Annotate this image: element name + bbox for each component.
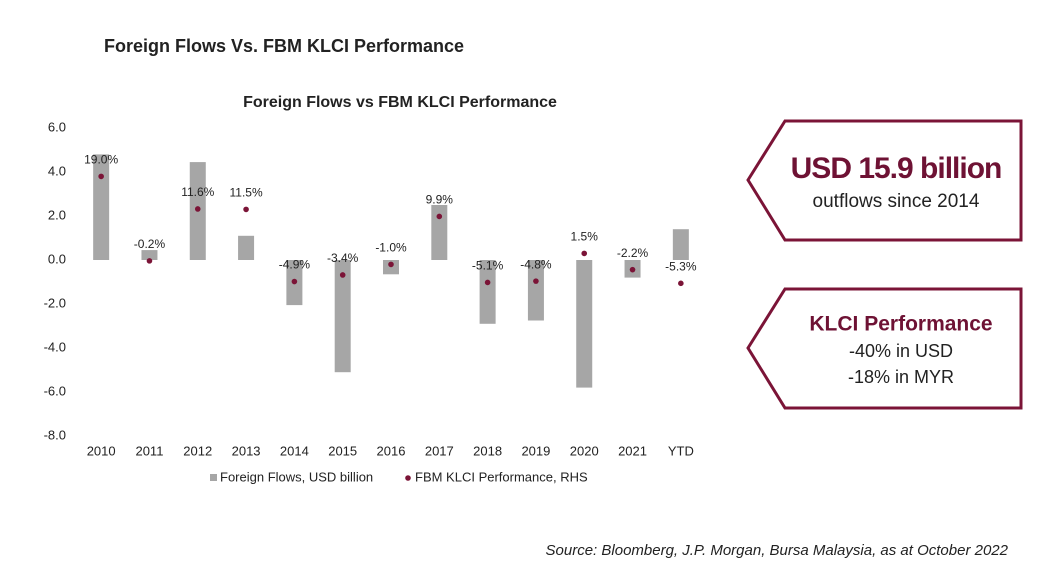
value-label: -5.3% — [665, 259, 697, 273]
dot — [581, 250, 588, 257]
value-label: -0.2% — [134, 237, 166, 251]
x-tick-label: 2010 — [87, 443, 116, 458]
value-label: 1.5% — [571, 230, 599, 244]
bar — [334, 260, 351, 373]
y-tick-label: 6.0 — [48, 119, 66, 134]
bar — [672, 229, 689, 260]
callout-line: -18% in MYR — [848, 367, 954, 387]
x-tick-label: 2018 — [473, 443, 502, 458]
bar — [431, 205, 448, 260]
y-tick-label: -6.0 — [44, 383, 66, 398]
x-tick-label: 2021 — [618, 443, 647, 458]
x-tick-label: 2011 — [135, 443, 163, 458]
bar — [479, 260, 496, 324]
x-tick-label: 2015 — [328, 443, 357, 458]
x-tick-label: 2017 — [425, 443, 454, 458]
dot — [533, 278, 539, 284]
legend-swatch — [405, 475, 411, 481]
dot — [194, 206, 201, 212]
chart-title: Foreign Flows vs FBM KLCI Performance — [243, 94, 557, 111]
value-label: -4.8% — [520, 257, 552, 271]
dot — [339, 272, 346, 278]
value-label: -4.9% — [279, 258, 311, 272]
legend-label: Foreign Flows, USD billion — [220, 469, 373, 484]
dot — [678, 280, 684, 287]
x-tick-label: 2013 — [232, 443, 261, 458]
dot — [146, 258, 153, 264]
value-label: -3.4% — [327, 251, 359, 265]
dot — [484, 279, 491, 286]
bar — [238, 235, 255, 260]
callout-box — [746, 287, 1023, 410]
value-label: -2.2% — [617, 246, 649, 260]
dot — [291, 278, 298, 285]
dot — [388, 261, 394, 268]
x-tick-label: YTD — [668, 443, 694, 458]
callout-line: outflows since 2014 — [813, 191, 980, 212]
callout-box — [746, 119, 1023, 242]
bar — [141, 250, 158, 260]
value-label: 9.9% — [426, 193, 454, 207]
dot — [629, 266, 636, 273]
value-label: 19.0% — [84, 153, 118, 167]
x-tick-label: 2012 — [183, 443, 212, 458]
value-label: 11.5% — [230, 186, 263, 200]
source: Source: Bloomberg, J.P. Morgan, Bursa Ma… — [546, 542, 1009, 559]
bar — [93, 154, 110, 260]
dot — [243, 206, 249, 213]
y-tick-label: -2.0 — [44, 295, 66, 310]
x-tick-label: 2019 — [521, 443, 550, 458]
legend-label: FBM KLCI Performance, RHS — [415, 469, 588, 484]
dot — [98, 173, 104, 180]
value-label: -5.1% — [472, 259, 504, 273]
y-tick-label: 4.0 — [48, 163, 66, 178]
callout-line: -40% in USD — [849, 341, 953, 361]
x-tick-label: 2020 — [570, 443, 599, 458]
bar — [527, 260, 544, 321]
y-tick-label: 2.0 — [48, 207, 66, 222]
dot — [436, 213, 443, 220]
value-label: -1.0% — [375, 241, 407, 255]
y-tick-label: -8.0 — [44, 427, 66, 442]
y-tick-label: -4.0 — [44, 339, 66, 354]
x-tick-label: 2014 — [280, 443, 309, 458]
legend-swatch — [210, 474, 217, 481]
bar — [576, 260, 593, 388]
y-tick-label: 0.0 — [48, 251, 66, 266]
callout-headline: KLCI Performance — [809, 313, 992, 336]
value-label: 11.6% — [181, 185, 214, 199]
callout-headline: USD 15.9 billion — [791, 152, 1002, 185]
heading: Foreign Flows Vs. FBM KLCI Performance — [104, 36, 464, 56]
x-tick-label: 2016 — [377, 443, 406, 458]
